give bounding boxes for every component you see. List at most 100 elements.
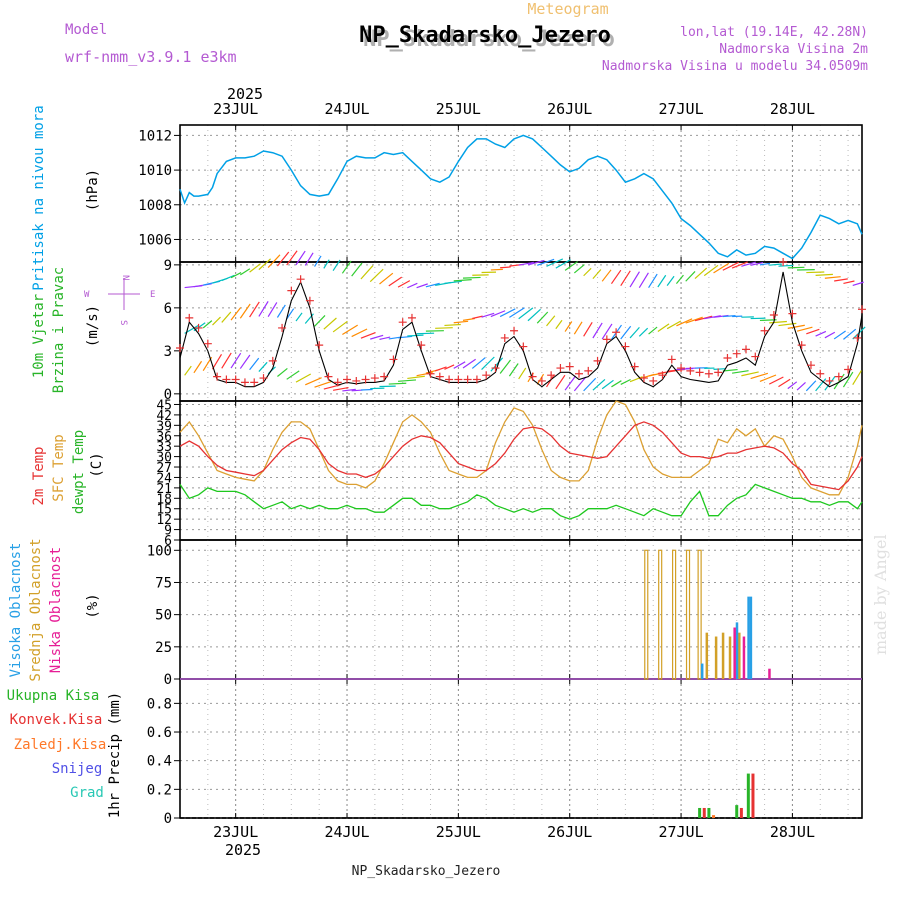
- gust-marker: [584, 366, 593, 375]
- bottom-day-label: 27JUL: [658, 823, 703, 841]
- wind-arrow: [769, 263, 782, 266]
- wind-arrow: [239, 268, 251, 276]
- wind-arrow: [815, 378, 827, 392]
- wind-arrow: [230, 352, 242, 369]
- wind-arrow: [342, 324, 358, 335]
- wind-arrow: [499, 308, 516, 318]
- cloud-bar: [747, 596, 750, 679]
- wind-arrow: [481, 356, 495, 370]
- gust-marker: [240, 378, 249, 387]
- compass-e: E: [150, 290, 155, 300]
- precip-label-snow: Snijeg: [52, 761, 103, 777]
- gust-marker: [769, 311, 778, 320]
- y-tick-label: 1012: [138, 128, 172, 144]
- gust-marker: [510, 326, 519, 335]
- wind-arrow: [397, 280, 411, 288]
- wind-arrow: [573, 264, 585, 274]
- cloud-label-2: Srednja Oblacnost: [28, 538, 44, 681]
- gust-marker: [231, 375, 240, 384]
- precip-unit: 1hr Precip (mm): [107, 692, 123, 818]
- wind-arrow: [230, 272, 242, 279]
- wind-arrow: [796, 381, 806, 391]
- cloud-labels: Visoka Oblacnost Srednja Oblacnost Niska…: [8, 538, 101, 681]
- temp-label-1: 2m Temp: [31, 446, 47, 505]
- precip-label-frz: Zaledj.Kisa: [14, 737, 107, 753]
- watermark: made by Angel: [871, 534, 890, 655]
- y-tick-label: 9: [164, 524, 172, 539]
- wind-arrow: [833, 330, 846, 340]
- wind-arrow: [471, 357, 486, 369]
- gust-marker: [268, 356, 277, 365]
- year-bottom: 2025: [225, 841, 261, 859]
- model-elevation-label: Nadmorska Visina u modelu 34.0509m: [602, 59, 868, 74]
- wind-arrow: [379, 272, 394, 285]
- precip-labels: Ukupna Kisa Konvek.Kisa Zaledj.Kisa Snij…: [7, 688, 123, 818]
- gust-marker: [714, 368, 723, 377]
- y-tick-label: 1008: [138, 198, 172, 214]
- y-tick-label: 6: [164, 534, 172, 549]
- wind-arrow: [444, 364, 455, 370]
- wind-speed-line: [179, 271, 863, 388]
- top-day-label: 23JUL: [213, 100, 258, 118]
- y-tick-label: 0.4: [147, 754, 172, 770]
- wind-arrow: [277, 367, 288, 377]
- y-tick-label: 39: [156, 419, 172, 434]
- precip-bar: [739, 807, 743, 818]
- gust-marker: [454, 375, 463, 384]
- y-tick-label: 12: [156, 513, 172, 528]
- wind-arrow: [527, 259, 545, 266]
- wind-arrow: [221, 311, 232, 323]
- wind-arrow: [713, 368, 727, 370]
- station-title: NP_Skadarsko_Jezero: [359, 23, 611, 48]
- wind-arrow: [435, 327, 453, 329]
- wind-arrow: [499, 359, 511, 374]
- wind-arrow: [295, 312, 303, 322]
- gust-marker: [380, 372, 389, 381]
- gust-marker: [203, 339, 212, 348]
- wind-arrow: [332, 320, 348, 333]
- wind-arrow: [481, 312, 495, 318]
- wind-arrow: [852, 370, 862, 386]
- wind-arrow: [732, 370, 749, 374]
- dewpt-line: [179, 483, 863, 520]
- wind-arrow: [407, 282, 418, 289]
- wind-arrow: [648, 326, 658, 335]
- gust-marker: [834, 372, 843, 381]
- wind-arrow: [564, 375, 577, 391]
- wind-arrow: [500, 266, 511, 269]
- wind-arrow: [536, 373, 545, 385]
- wind-label-2: Brzina i Pravac: [51, 267, 67, 393]
- gust-marker: [398, 318, 407, 327]
- cloud-bar: [749, 596, 753, 679]
- wind-arrow: [304, 252, 314, 266]
- wind-arrow: [815, 273, 833, 276]
- chart-type-label: Meteogram: [527, 0, 608, 18]
- wind-arrow: [750, 261, 764, 266]
- cloud-bar: [742, 636, 746, 679]
- wind-arrow: [221, 274, 235, 282]
- wind-arrow: [304, 313, 314, 324]
- wind-arrow: [741, 371, 759, 377]
- gust-marker: [556, 364, 565, 373]
- gust-marker: [574, 369, 583, 378]
- lonlat-label: lon,lat (19.14E, 42.28N): [680, 25, 868, 40]
- pressure-unit: (hPa): [85, 169, 101, 211]
- wind-arrow: [759, 262, 771, 266]
- wind-arrow: [629, 326, 640, 339]
- precip-bar: [698, 807, 702, 818]
- wind-arrow: [518, 261, 534, 266]
- wind-arrow: [629, 271, 640, 288]
- wind-arrow: [425, 282, 440, 288]
- wind-arrow: [620, 378, 631, 385]
- gust-marker: [658, 371, 667, 380]
- wind-arrow: [286, 370, 300, 380]
- wind-arrow: [601, 379, 614, 390]
- y-tick-label: 45: [156, 398, 172, 413]
- y-tick-label: 0.6: [147, 725, 172, 741]
- precip-bar: [712, 815, 716, 818]
- y-tick-label: 25: [155, 640, 172, 656]
- wind-arrow: [657, 323, 670, 332]
- panel-4: 0 0.2 0.4 0.6 0.8: [147, 678, 863, 827]
- gust-marker: [472, 375, 481, 384]
